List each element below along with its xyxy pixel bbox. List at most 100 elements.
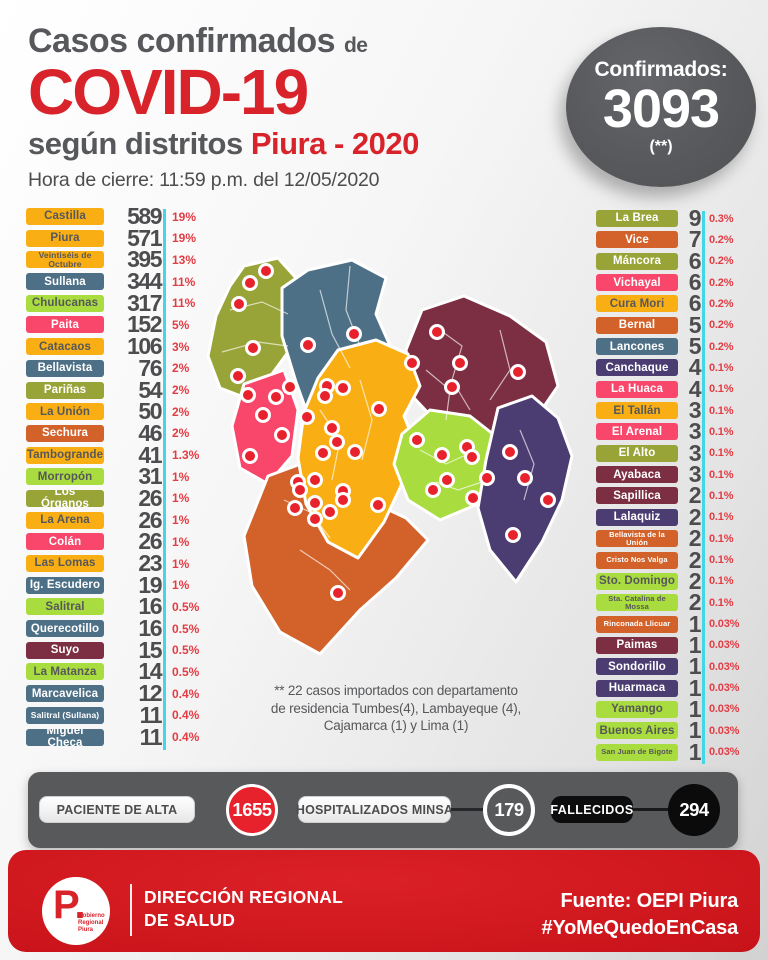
- case-marker: [335, 492, 351, 508]
- district-count: 6: [688, 247, 702, 274]
- district-row: Buenos Aires 1 0.03%: [596, 717, 744, 743]
- district-row: Ig. Escudero 19 1%: [26, 572, 218, 598]
- district-row: Huarmaca 1 0.03%: [596, 675, 744, 701]
- case-marker: [330, 585, 346, 601]
- district-row: Vichayal 6 0.2%: [596, 269, 744, 295]
- case-marker: [268, 389, 284, 405]
- case-marker: [258, 263, 274, 279]
- district-count: 4: [688, 375, 702, 402]
- confirmed-badge-label: Confirmados:: [594, 58, 728, 81]
- district-pill: Veintiséis de Octubre: [26, 251, 104, 269]
- district-pill: Buenos Aires: [596, 722, 678, 740]
- district-count: 2: [688, 589, 702, 616]
- logo-p-mark: P.: [53, 883, 86, 927]
- district-pill: Pariñas: [26, 381, 104, 399]
- case-marker: [444, 379, 460, 395]
- district-count: 46: [138, 419, 162, 446]
- district-count: 3: [688, 461, 702, 488]
- district-pct: 0.1%: [709, 511, 734, 524]
- case-marker: [245, 340, 261, 356]
- district-count: 4: [688, 354, 702, 381]
- org-line2: DE SALUD: [144, 909, 236, 930]
- piura-district-map: [200, 250, 580, 670]
- discharged-label: PACIENTE DE ALTA: [39, 796, 195, 823]
- confirmed-badge-note: (**): [649, 138, 673, 155]
- district-pct: 0.1%: [709, 404, 734, 417]
- district-count: 3: [688, 397, 702, 424]
- district-row: Lalaquiz 2 0.1%: [596, 504, 744, 530]
- district-pct: 1%: [172, 556, 190, 571]
- district-row: Salitral (Sullana) 11 0.4%: [26, 702, 218, 728]
- district-count: 571: [127, 224, 162, 251]
- case-marker: [346, 326, 362, 342]
- district-border-line: [299, 549, 351, 591]
- subtitle-gray: según distritos: [28, 126, 243, 161]
- district-count: 11: [139, 701, 163, 728]
- case-marker: [439, 472, 455, 488]
- district-pct: 5%: [172, 317, 190, 332]
- case-marker: [242, 448, 258, 464]
- case-marker: [540, 492, 556, 508]
- district-count: 26: [138, 484, 162, 511]
- connector-line: [633, 808, 670, 811]
- district-count: 395: [127, 246, 162, 273]
- district-pct: 1%: [172, 513, 190, 528]
- district-pill: Canchaque: [596, 359, 678, 377]
- district-pill: Querecotillo: [26, 620, 104, 638]
- district-pct: 0.2%: [709, 297, 734, 310]
- district-pct: 11%: [172, 274, 196, 289]
- subtitle: según distritos Piura - 2020: [28, 126, 548, 161]
- case-marker: [240, 387, 256, 403]
- district-pill: Paita: [26, 316, 104, 334]
- district-pill: Ig. Escudero: [26, 576, 104, 594]
- confirmed-badge: Confirmados: 3093 (**): [566, 27, 756, 187]
- district-pct: 2%: [172, 361, 190, 376]
- district-row: San Juan de Bigote 1 0.03%: [596, 739, 744, 765]
- district-row: La Matanza 14 0.5%: [26, 658, 218, 684]
- district-border-line: [519, 429, 535, 501]
- district-row: La Unión 50 2%: [26, 398, 218, 424]
- district-border-line: [489, 329, 511, 401]
- district-pct: 0.2%: [709, 233, 734, 246]
- district-row: La Arena 26 1%: [26, 507, 218, 533]
- district-pill: Tambogrande: [26, 446, 104, 464]
- district-row: Miguel Checa 11 0.4%: [26, 724, 218, 750]
- district-count: 1: [688, 631, 702, 658]
- district-pct: 1%: [172, 578, 190, 593]
- district-count: 7: [688, 226, 702, 253]
- deceased-label: FALLECIDOS: [550, 796, 633, 823]
- district-count: 54: [138, 376, 162, 403]
- district-pill: Chulucanas: [26, 294, 104, 312]
- district-pill: Sto. Domingo: [596, 572, 678, 590]
- district-pct: 0.1%: [709, 554, 734, 566]
- column-rule-right: [702, 211, 705, 764]
- district-pct: 1%: [172, 469, 190, 484]
- district-row: La Brea 9 0.3%: [596, 205, 744, 231]
- district-pct: 0.03%: [709, 682, 740, 695]
- district-pill: Bernal: [596, 316, 678, 334]
- closing-time: Hora de cierre: 11:59 p.m. del 12/05/202…: [28, 168, 380, 191]
- district-count: 31: [138, 463, 162, 490]
- district-row: Bellavista de la Unión 2 0.1%: [596, 525, 744, 551]
- district-count: 23: [138, 550, 162, 576]
- case-marker: [510, 364, 526, 380]
- district-pill: La Arena: [26, 511, 104, 529]
- district-pill: La Brea: [596, 210, 678, 227]
- district-pill: Rinconada Llicuar: [596, 615, 678, 633]
- district-pill: Las Lomas: [26, 555, 104, 572]
- district-row: Sondorillo 1 0.03%: [596, 653, 744, 679]
- district-row: El Alto 3 0.1%: [596, 440, 744, 466]
- district-pill: Bellavista: [26, 359, 104, 377]
- case-marker: [324, 420, 340, 436]
- district-pct: 0.1%: [709, 468, 734, 481]
- district-row: Castilla 589 19%: [26, 203, 218, 229]
- case-marker: [322, 504, 338, 520]
- district-pill: Lalaquiz: [596, 508, 678, 526]
- district-count: 1: [688, 695, 702, 722]
- district-count: 6: [688, 269, 702, 296]
- district-row: Sta. Catalina de Mossa 2 0.1%: [596, 589, 744, 615]
- district-row: Suyo 15 0.5%: [26, 637, 218, 663]
- district-pill: El Arenal: [596, 423, 678, 441]
- case-marker: [307, 511, 323, 527]
- district-pill: Morropón: [26, 468, 104, 486]
